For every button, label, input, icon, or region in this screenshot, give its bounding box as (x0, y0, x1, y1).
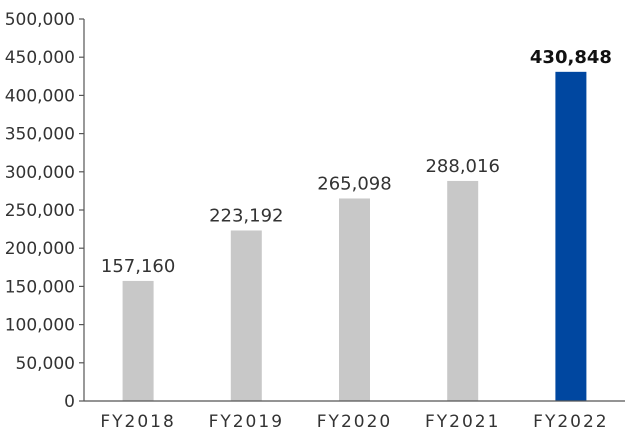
y-tick-label: 50,000 (16, 354, 75, 374)
bar-fy2020 (339, 198, 370, 401)
y-tick-label: 450,000 (5, 48, 75, 68)
y-tick-label: 200,000 (5, 239, 75, 259)
x-tick-label: FY2019 (209, 412, 284, 432)
data-label-fy2022: 430,848 (530, 47, 612, 68)
y-tick-label: 350,000 (5, 125, 75, 145)
y-axis: 0 50,000 100,000 150,000 200,000 250,000 300,0… (5, 10, 85, 412)
y-tick-label: 500,000 (5, 10, 75, 30)
bar-fy2019 (230, 230, 262, 401)
data-label-fy2020: 265,098 (317, 173, 391, 194)
data-label-fy2018: 157,160 (101, 256, 175, 277)
bars: 157,160 223,192 265,098 288,016 430,848 (101, 47, 612, 402)
x-tick-label: FY2021 (425, 412, 500, 432)
y-tick-label: 0 (64, 392, 75, 412)
data-label-fy2019: 223,192 (209, 205, 283, 226)
x-tick-label: FY2018 (100, 412, 175, 432)
y-tick-label: 250,000 (5, 201, 75, 221)
bar-fy2018 (122, 280, 154, 401)
y-tick-label: 100,000 (5, 316, 75, 336)
x-axis: FY2018 FY2019 FY2020 FY2021 FY2022 (84, 400, 625, 432)
y-tick-label: 300,000 (5, 163, 75, 183)
x-tick-label: FY2022 (533, 412, 608, 432)
y-tick-label: 150,000 (5, 277, 75, 297)
data-label-fy2021: 288,016 (425, 156, 499, 177)
y-tick-label: 400,000 (5, 86, 75, 106)
bar-fy2021 (447, 180, 479, 401)
x-tick-label: FY2020 (317, 412, 392, 432)
bar-fy2022 (555, 71, 587, 402)
